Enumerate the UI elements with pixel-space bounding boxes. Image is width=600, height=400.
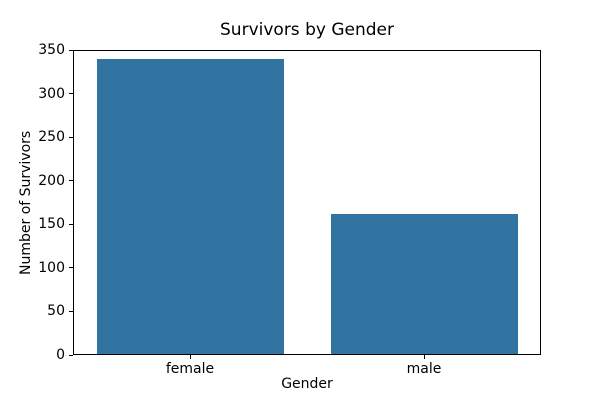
y-tick-mark: [69, 311, 73, 312]
y-tick-label: 50: [47, 303, 65, 319]
y-tick-mark: [69, 355, 73, 356]
x-axis-label: Gender: [281, 376, 333, 392]
y-tick-mark: [69, 50, 73, 51]
bar-female: [97, 59, 284, 354]
y-tick-mark: [69, 137, 73, 138]
y-tick-mark: [69, 93, 73, 94]
y-tick-label: 0: [56, 347, 65, 363]
y-tick-label: 100: [38, 260, 65, 276]
y-tick-label: 150: [38, 216, 65, 232]
chart-title: Survivors by Gender: [220, 20, 394, 40]
plot-area: [73, 50, 541, 355]
y-tick-label: 350: [38, 42, 65, 58]
x-tick-mark: [190, 355, 191, 359]
y-tick-label: 200: [38, 173, 65, 189]
x-tick-label-male: male: [406, 361, 442, 377]
y-tick-label: 250: [38, 129, 65, 145]
x-tick-label-female: female: [165, 361, 215, 377]
bar-male: [331, 214, 518, 354]
y-tick-label: 300: [38, 86, 65, 102]
y-tick-mark: [69, 267, 73, 268]
x-tick-mark: [424, 355, 425, 359]
y-tick-mark: [69, 180, 73, 181]
y-tick-mark: [69, 224, 73, 225]
